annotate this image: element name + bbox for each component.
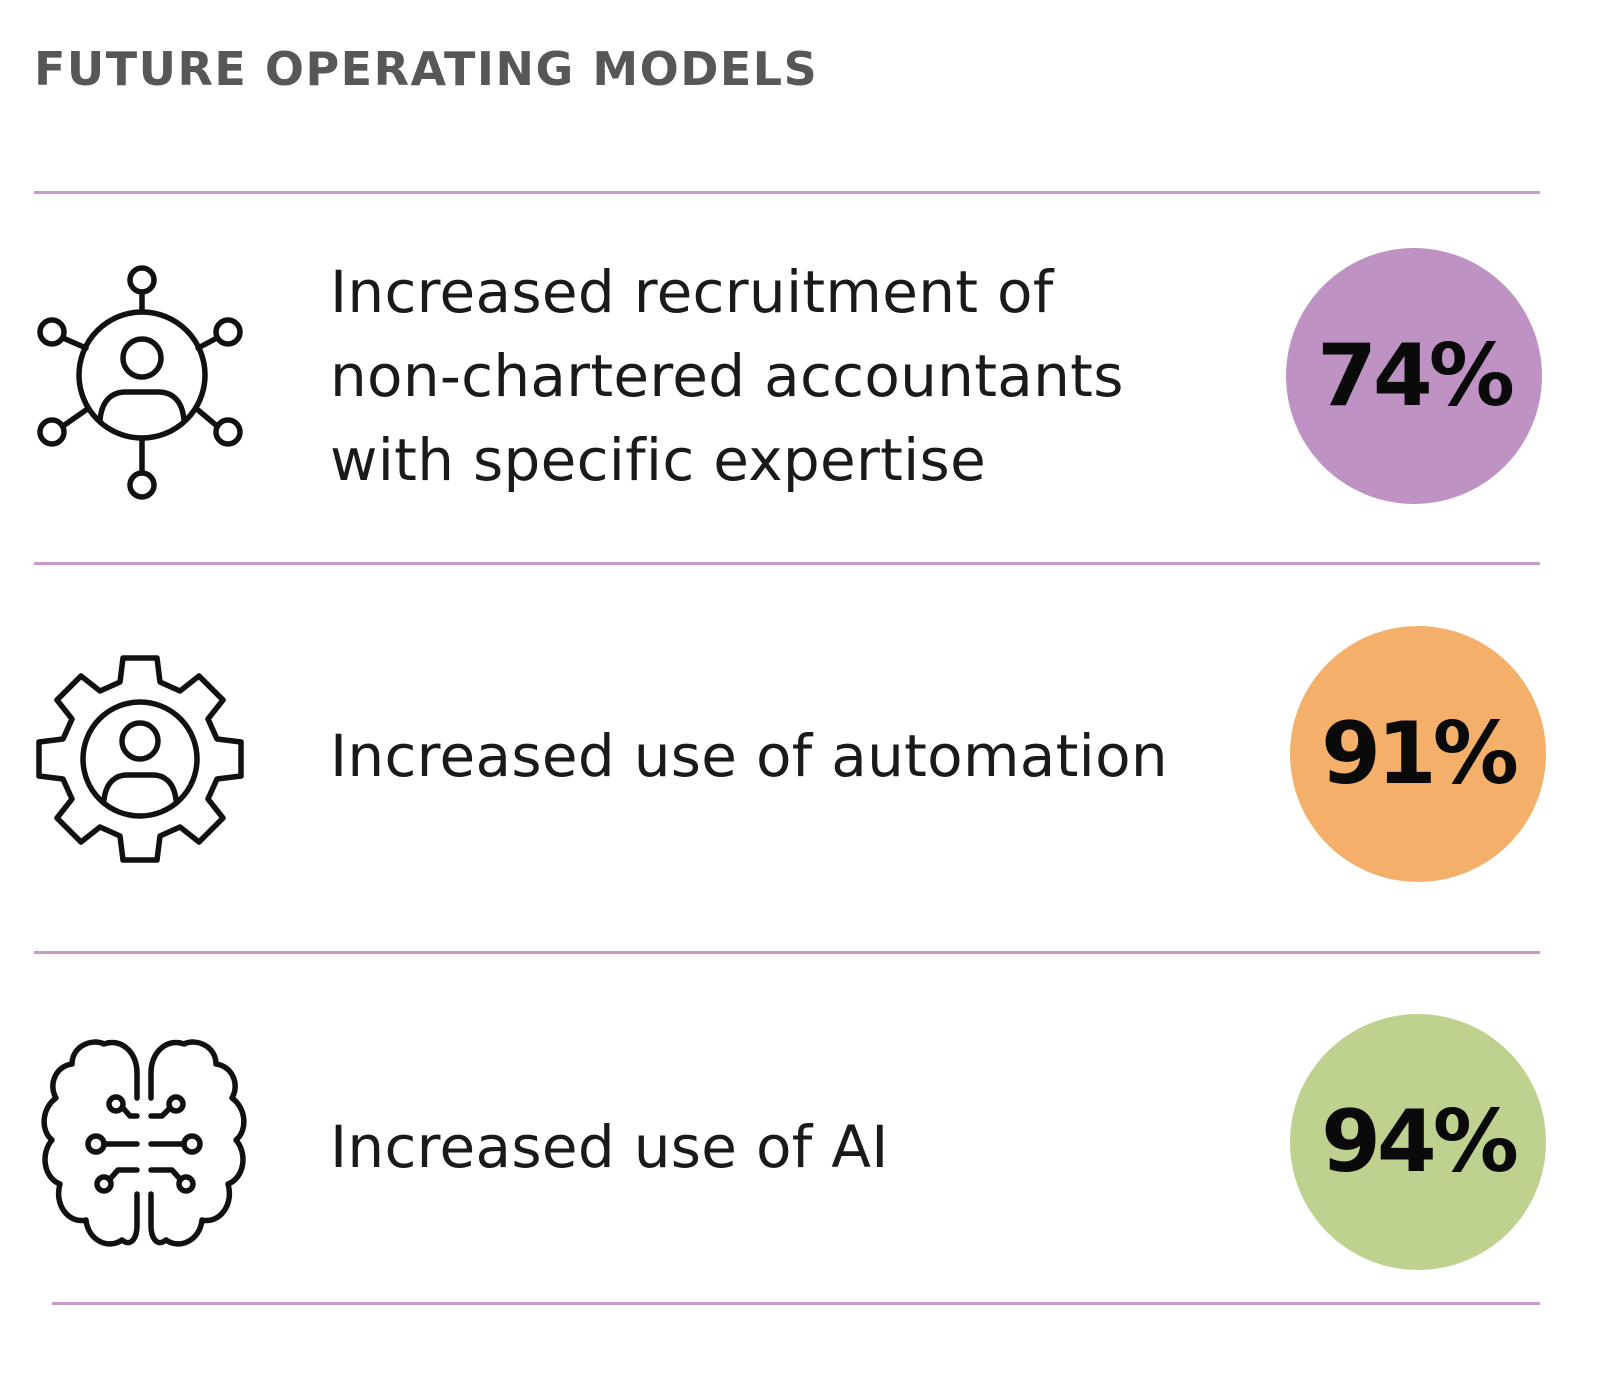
- percentage-bubble-ai: 94%: [1290, 1014, 1546, 1270]
- row-label-ai: Increased use of AI: [330, 1105, 1190, 1189]
- percentage-value: 74%: [1317, 326, 1515, 426]
- page-title: FUTURE OPERATING MODELS: [34, 42, 819, 96]
- row-label-recruitment: Increased recruitment of non-chartered a…: [330, 250, 1190, 502]
- percentage-bubble-automation: 91%: [1290, 626, 1546, 882]
- percentage-bubble-recruitment: 74%: [1286, 248, 1542, 504]
- divider: [34, 562, 1540, 565]
- row-label-line: Increased recruitment of: [330, 258, 1054, 326]
- brain-circuit-icon: [24, 1028, 264, 1268]
- divider-top: [34, 191, 1540, 194]
- row-label-line: non-chartered accountants: [330, 342, 1124, 410]
- network-person-icon: [22, 260, 262, 500]
- row-label-line: Increased use of AI: [330, 1113, 889, 1181]
- percentage-value: 94%: [1321, 1092, 1519, 1192]
- divider: [34, 951, 1540, 954]
- gear-person-icon: [20, 640, 260, 880]
- percentage-value: 91%: [1321, 704, 1519, 804]
- divider-bottom: [52, 1302, 1540, 1305]
- row-label-line: with specific expertise: [330, 426, 987, 494]
- row-label-line: Increased use of automation: [330, 722, 1168, 790]
- row-label-automation: Increased use of automation: [330, 714, 1190, 798]
